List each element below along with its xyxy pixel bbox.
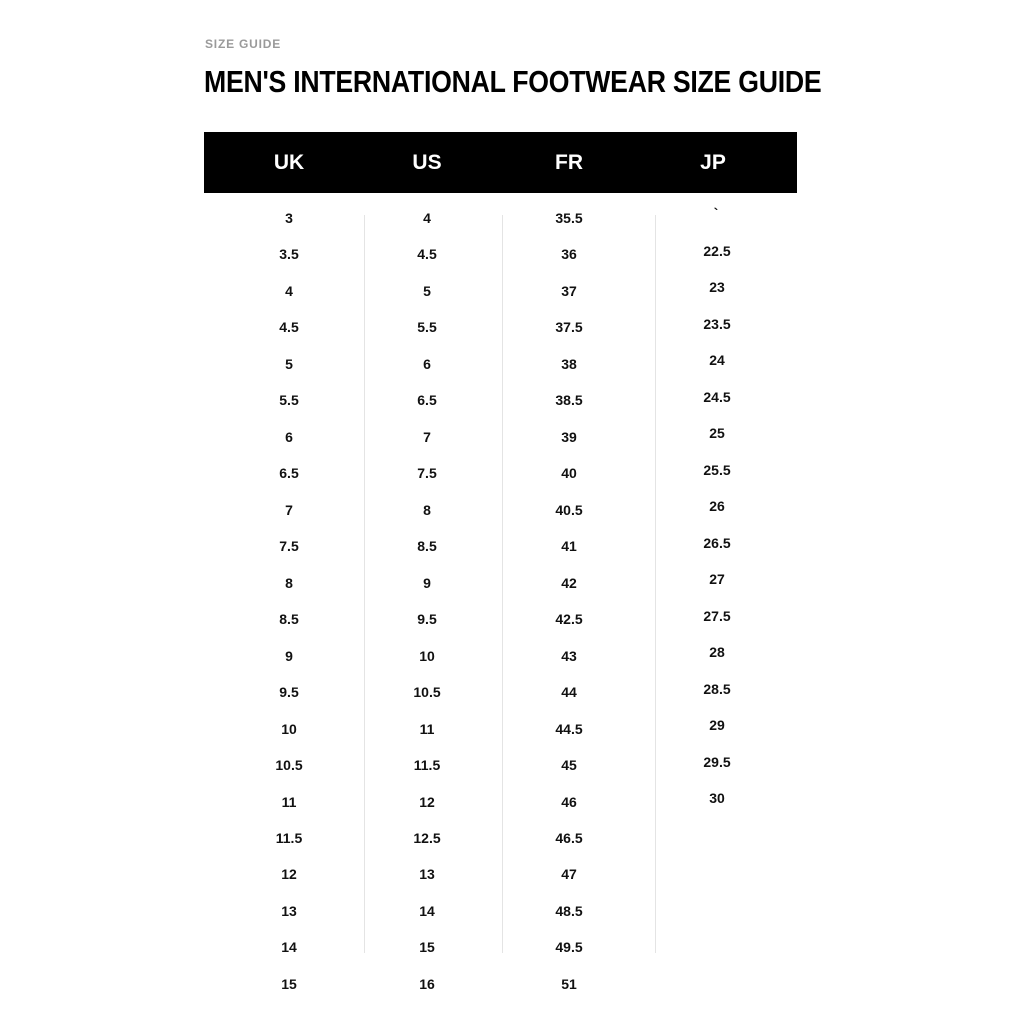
cell-jp: 29.5 (703, 753, 731, 770)
cell-us: 6.5 (417, 392, 437, 409)
cell-uk: 4 (285, 282, 293, 299)
cell-fr: 42.5 (555, 611, 583, 628)
cell-uk: 8.5 (279, 611, 299, 628)
cell-fr: 45 (561, 757, 577, 774)
cell-uk: 5.5 (279, 392, 299, 409)
header-uk: UK (273, 151, 305, 174)
cell-jp: 30 (709, 790, 725, 807)
cell-uk: 7 (285, 501, 293, 518)
cell-jp: 25.5 (703, 461, 731, 478)
cell-us: 6 (423, 355, 431, 372)
cell-fr: 38.5 (555, 392, 583, 409)
cell-uk: 14 (281, 939, 297, 956)
cell-fr: 40 (561, 465, 577, 482)
cell-jp: 25 (709, 425, 725, 442)
cell-fr: 46 (561, 793, 577, 810)
cell-us: 8.5 (417, 538, 437, 555)
cell-jp: 27 (709, 571, 725, 588)
table-header: UK US FR JP (204, 132, 797, 193)
cell-us: 7 (423, 428, 431, 445)
cell-uk: 13 (281, 902, 297, 919)
cell-fr: 36 (561, 246, 577, 263)
cell-jp: 23.5 (703, 315, 731, 332)
cell-uk: 10 (281, 720, 297, 737)
cell-uk: 11 (281, 793, 297, 810)
cell-uk: 6.5 (279, 465, 299, 482)
cell-fr: 47 (561, 866, 577, 883)
page-title: MEN'S INTERNATIONAL FOOTWEAR SIZE GUIDE (204, 64, 822, 99)
column-divider (502, 215, 503, 953)
header-fr: FR (555, 151, 583, 174)
cell-fr: 40.5 (555, 501, 583, 518)
column-divider (364, 215, 365, 953)
cell-fr: 46.5 (555, 829, 583, 846)
cell-jp: 24 (709, 352, 725, 369)
cell-us: 7.5 (417, 465, 437, 482)
cell-fr: 41 (561, 538, 577, 555)
cell-jp: 26 (709, 498, 725, 515)
cell-uk: 3.5 (279, 246, 299, 263)
cell-fr: 43 (561, 647, 577, 664)
cell-fr: 42 (561, 574, 577, 591)
cell-us: 4 (423, 210, 431, 226)
section-eyebrow: SIZE GUIDE (205, 37, 282, 51)
cell-uk: 12 (281, 866, 297, 883)
cell-jp: 26.5 (703, 534, 731, 551)
cell-fr: 51 (561, 975, 577, 992)
cell-us: 4.5 (417, 246, 437, 263)
cell-us: 5 (423, 282, 431, 299)
column-divider (655, 215, 656, 953)
cell-fr: 44 (561, 684, 577, 701)
cell-uk: 9 (285, 647, 293, 664)
cell-us: 16 (419, 975, 435, 992)
cell-us: 11 (419, 720, 435, 737)
cell-fr: 37.5 (555, 319, 583, 336)
cell-us: 9 (423, 574, 431, 591)
cell-fr: 48.5 (555, 902, 583, 919)
cell-fr: 38 (561, 355, 577, 372)
cell-jp: 24.5 (703, 388, 731, 405)
cell-uk: 10.5 (275, 757, 303, 774)
cell-uk: 9.5 (279, 684, 299, 701)
cell-us: 14 (419, 902, 435, 919)
cell-jp: 23 (709, 279, 725, 296)
cell-uk: 8 (285, 574, 293, 591)
cell-fr: 39 (561, 428, 577, 445)
cell-uk: 5 (285, 355, 293, 372)
cell-jp: 22.5 (703, 243, 731, 259)
cell-uk: 6 (285, 428, 293, 445)
cell-jp: 28 (709, 644, 725, 661)
cell-us: 12.5 (413, 829, 441, 846)
cell-us: 5.5 (417, 319, 437, 336)
cell-uk: 4.5 (279, 319, 299, 336)
cell-uk: 3 (285, 210, 293, 226)
cell-us: 13 (419, 866, 435, 883)
cell-uk: 11.5 (275, 829, 303, 846)
cell-us: 15 (419, 939, 435, 956)
cell-fr: 44.5 (555, 720, 583, 737)
cell-jp-mark: ` (713, 205, 719, 221)
cell-us: 10 (419, 647, 435, 664)
header-jp: JP (700, 151, 726, 174)
cell-uk: 7.5 (279, 538, 299, 555)
cell-fr: 35.5 (555, 210, 583, 226)
cell-jp: 29 (709, 717, 725, 734)
cell-us: 8 (423, 501, 431, 518)
header-us: US (412, 151, 442, 174)
cell-us: 10.5 (413, 684, 441, 701)
cell-fr: 37 (561, 282, 577, 299)
cell-jp: 27.5 (703, 607, 731, 624)
cell-us: 9.5 (417, 611, 437, 628)
cell-jp: 28.5 (703, 680, 731, 697)
cell-us: 12 (419, 793, 435, 810)
cell-uk: 15 (281, 975, 297, 992)
cell-us: 11.5 (413, 757, 441, 774)
cell-fr: 49.5 (555, 939, 583, 956)
